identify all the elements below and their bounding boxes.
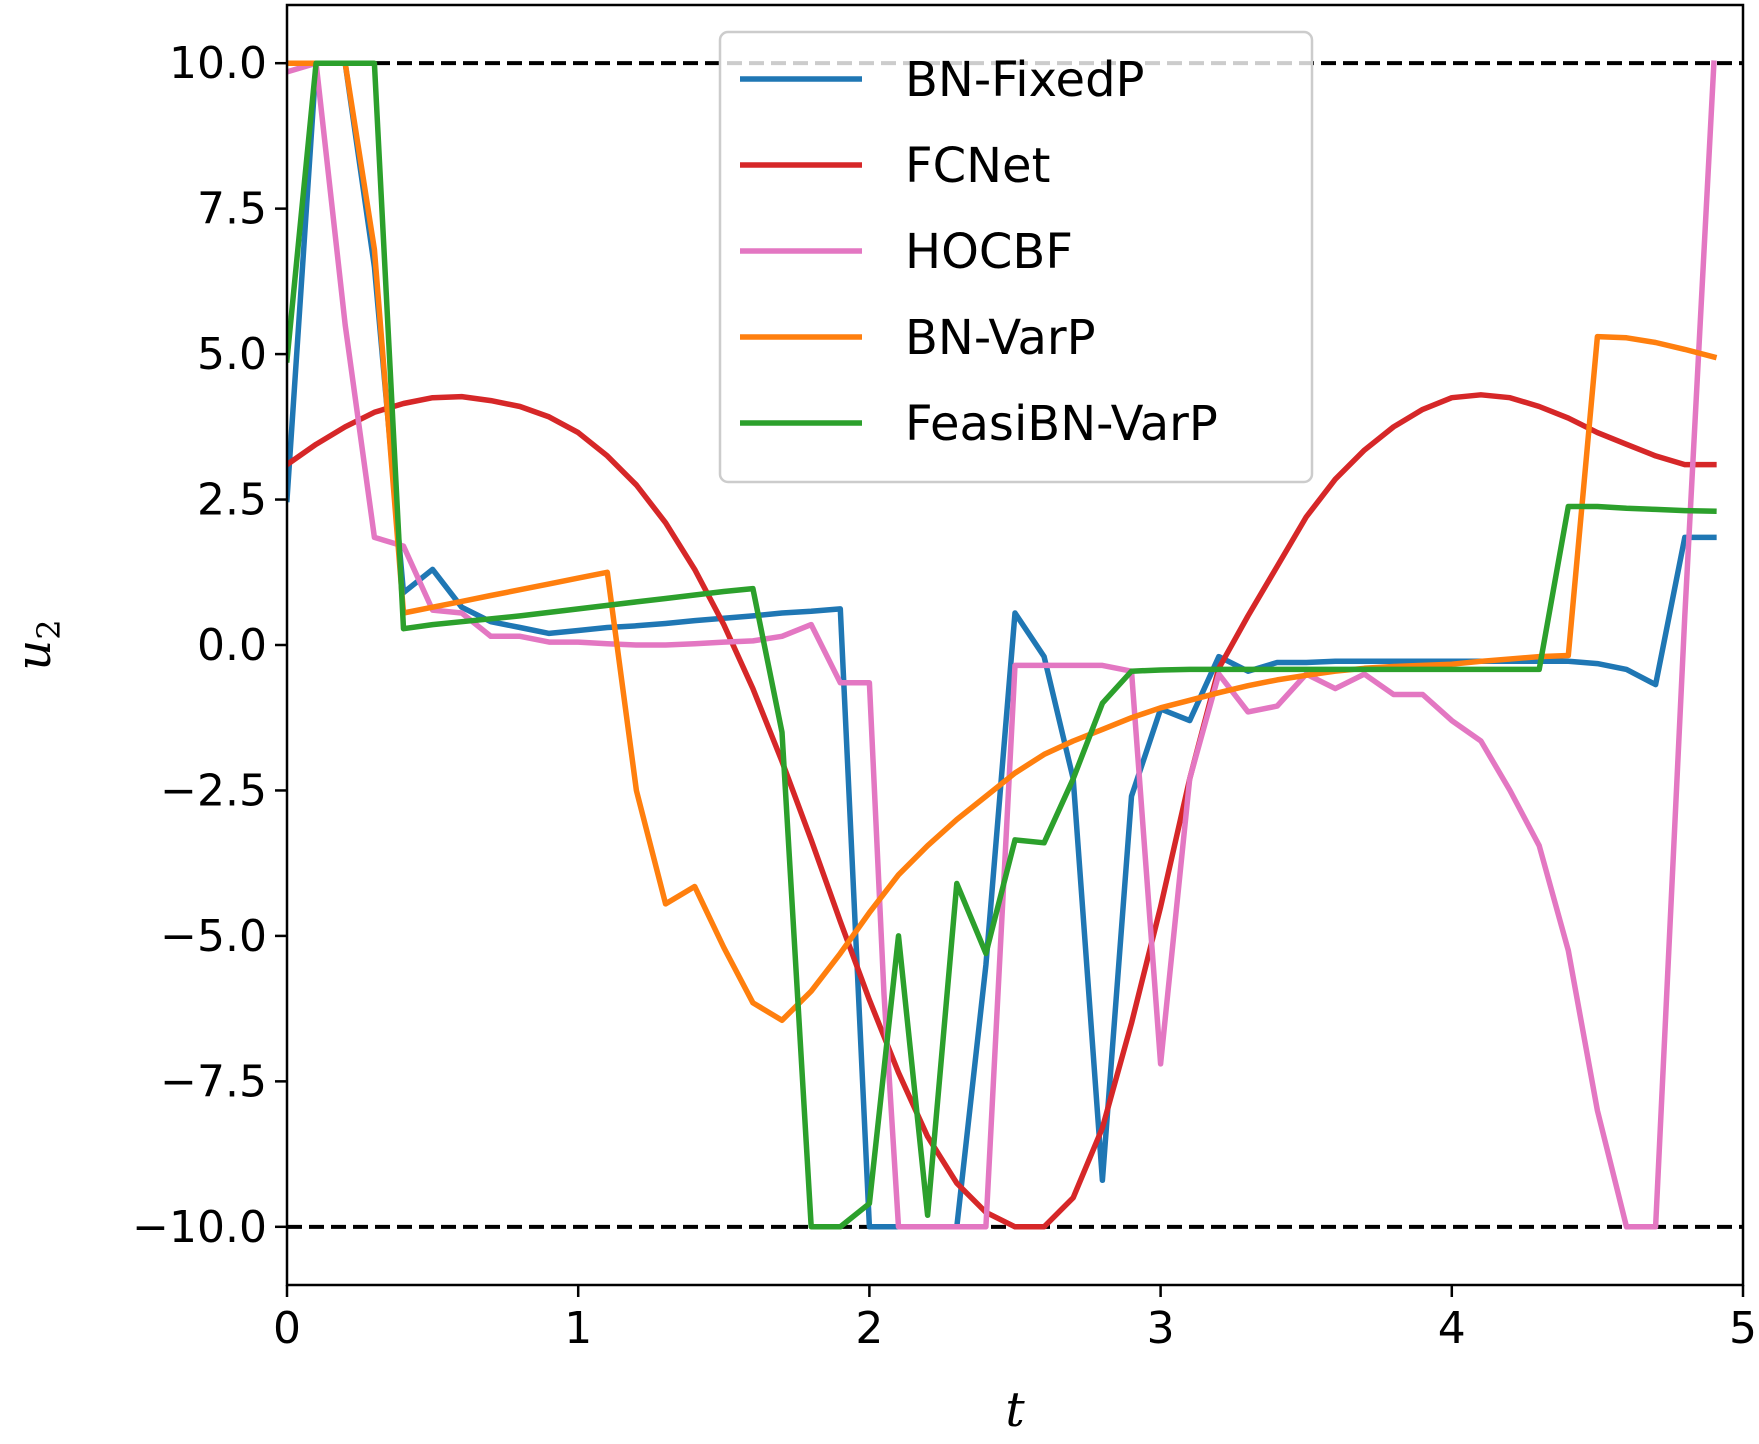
series-lines — [287, 60, 1718, 1230]
y-tick-label: 0.0 — [197, 620, 267, 671]
legend-box — [718, 30, 1314, 484]
y-tick-label: 7.5 — [197, 184, 267, 235]
series-line-HOCBF — [287, 60, 1717, 1230]
legend-label-HOCBF: HOCBF — [905, 224, 1073, 280]
legend-label-FCNet: FCNet — [905, 138, 1050, 194]
y-axis-label-subscript: 2 — [30, 619, 68, 639]
series-line-FeasiBN-VarP — [287, 60, 1717, 1230]
series-line-FCNet — [287, 392, 1717, 1230]
legend-label-BN-FixedP: BN-FixedP — [905, 52, 1144, 108]
y-axis-label: u2 — [6, 619, 68, 670]
x-tick-label: 5 — [1729, 1303, 1757, 1354]
y-tick-label: −7.5 — [160, 1056, 267, 1107]
y-tick-label: 10.0 — [169, 38, 267, 89]
x-tick-label: 4 — [1438, 1303, 1466, 1354]
y-axis: 10.0 7.5 5.0 2.5 0.0 −2.5 −5.0 −7.5 −10.0 — [132, 38, 287, 1253]
x-axis: 0 1 2 3 4 5 — [273, 1285, 1757, 1354]
y-tick-label: 2.5 — [197, 475, 267, 526]
y-axis-label-main: u — [6, 640, 62, 671]
y-tick-label: −2.5 — [160, 765, 267, 816]
legend-label-BN-VarP: BN-VarP — [905, 310, 1096, 366]
y-tick-label: 5.0 — [197, 329, 267, 380]
x-tick-label: 2 — [855, 1303, 883, 1354]
x-tick-label: 0 — [273, 1303, 301, 1354]
legend-label-FeasiBN-VarP: FeasiBN-VarP — [905, 396, 1218, 452]
y-tick-label: −5.0 — [160, 911, 267, 962]
y-tick-label: −10.0 — [132, 1202, 267, 1253]
series-line-BN-VarP — [287, 60, 1718, 1024]
x-tick-label: 1 — [564, 1303, 592, 1354]
x-axis-label: t — [1005, 1382, 1025, 1438]
legend: BN-FixedP FCNet HOCBF BN-VarP FeasiBN-VarP — [718, 30, 1314, 484]
x-tick-label: 3 — [1147, 1303, 1175, 1354]
